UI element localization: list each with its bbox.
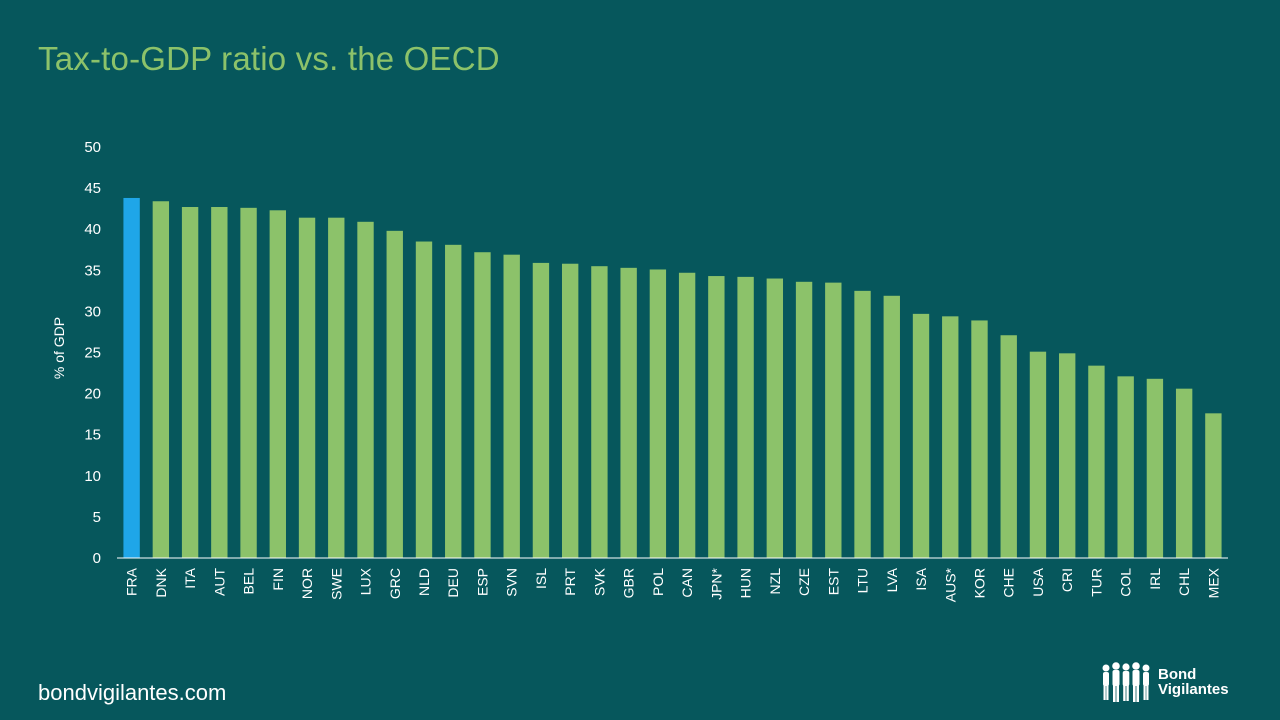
bar-cze (795, 281, 813, 558)
logo-text: Bond Vigilantes (1158, 667, 1229, 697)
y-axis-ticks: 0 5 10 15 20 25 30 35 40 45 50 (84, 139, 101, 567)
x-tick-label: LTU (855, 568, 871, 593)
y-tick-label: 50 (84, 139, 101, 156)
x-tick-label: IRL (1147, 568, 1163, 590)
bar-svk (591, 266, 608, 558)
x-tick-label: ISL (533, 568, 549, 589)
bar-can (678, 272, 696, 558)
y-axis-label: % of GDP (51, 317, 67, 379)
y-tick-label: 20 (84, 386, 101, 403)
bar-lva (883, 295, 900, 558)
x-tick-label: SVN (504, 568, 520, 597)
y-tick-label: 35 (84, 262, 101, 279)
x-tick-label: EST (825, 568, 841, 596)
x-tick-label: SWE (328, 568, 344, 600)
bar-che (1000, 335, 1017, 558)
x-tick-label: POL (650, 568, 666, 596)
x-tick-label: USA (1030, 567, 1046, 596)
y-tick-label: 45 (84, 180, 101, 197)
bar-aus (942, 316, 959, 558)
bar-isa (912, 313, 930, 558)
x-tick-label: DEU (445, 568, 461, 598)
x-tick-label: NLD (416, 568, 432, 596)
x-tick-label: LUX (358, 567, 374, 595)
x-tick-label: CZE (796, 568, 812, 596)
bar-ita (181, 207, 199, 559)
bar-esp (474, 252, 491, 558)
bar-cri (1059, 353, 1076, 558)
bar-mex (1205, 413, 1222, 558)
site-url: bondvigilantes.com (38, 680, 227, 705)
x-tick-label: AUT (211, 568, 227, 596)
bar-nzl (766, 278, 784, 558)
bars (123, 197, 1222, 559)
bar-kor (971, 320, 988, 558)
bar-nor (298, 217, 316, 558)
x-tick-label: NOR (299, 568, 315, 599)
x-tick-label: BEL (241, 568, 257, 595)
x-tick-label: KOR (971, 568, 987, 598)
x-tick-label: SVK (591, 567, 607, 596)
bar-deu (445, 244, 462, 558)
x-tick-label: ITA (182, 567, 198, 588)
x-tick-label: CHE (1001, 568, 1017, 598)
y-tick-label: 10 (84, 468, 101, 485)
bar-tur (1088, 365, 1105, 558)
x-tick-label: GRC (387, 568, 403, 599)
x-tick-label: HUN (738, 568, 754, 598)
bar-bel (240, 207, 257, 558)
bar-hun (737, 276, 754, 558)
logo-line1: Bond (1158, 666, 1197, 683)
bar-nld (415, 241, 433, 558)
y-tick-label: 25 (84, 345, 101, 362)
bar-lux (357, 221, 374, 558)
bar-est (825, 282, 842, 558)
y-tick-label: 0 (93, 550, 101, 567)
bar-pol (649, 269, 667, 558)
y-tick-label: 5 (93, 509, 101, 526)
bar-col (1117, 376, 1134, 558)
y-tick-label: 40 (84, 221, 101, 238)
bond-vigilantes-logo: Bond Vigilantes (1100, 660, 1229, 704)
x-tick-label: CHL (1176, 568, 1192, 596)
x-tick-label: AUS* (942, 567, 958, 602)
x-tick-label: CRI (1059, 568, 1075, 592)
bar-isl (532, 262, 550, 558)
bar-dnk (152, 201, 170, 558)
bar-fin (269, 210, 286, 558)
x-tick-label: TUR (1088, 568, 1104, 597)
x-axis-ticks: FRA DNK ITA AUT BEL FIN NOR SWE LUX GRC NLD DEU ESP S… (124, 567, 1222, 602)
bar-chart: % of GDP 0 5 10 15 20 25 30 35 40 45 50 FRA DNK ITA A… (51, 139, 1228, 602)
x-tick-label: ESP (474, 568, 490, 596)
x-tick-label: ISA (913, 567, 929, 590)
bar-gbr (620, 267, 637, 558)
bar-swe (328, 217, 345, 558)
bar-usa (1029, 351, 1047, 558)
x-tick-label: CAN (679, 568, 695, 598)
x-tick-label: FRA (124, 567, 140, 596)
bar-prt (561, 263, 579, 558)
bar-grc (386, 230, 403, 558)
x-tick-label: FIN (270, 568, 286, 591)
x-tick-label: MEX (1205, 567, 1221, 598)
bar-irl (1146, 378, 1164, 558)
x-tick-label: PRT (562, 568, 578, 596)
bar-ltu (854, 290, 871, 558)
y-tick-label: 15 (84, 427, 101, 444)
bar-jpn (708, 276, 725, 558)
bar-chl (1175, 388, 1193, 558)
bar-svn (503, 254, 520, 558)
x-tick-label: LVA (884, 567, 900, 592)
bar-fra (123, 197, 140, 559)
x-tick-label: COL (1118, 568, 1134, 597)
logo-line2: Vigilantes (1158, 681, 1229, 698)
chart-title: Tax-to-GDP ratio vs. the OECD (38, 40, 500, 77)
x-tick-label: DNK (153, 567, 169, 597)
bar-aut (211, 207, 228, 559)
x-tick-label: JPN* (708, 567, 724, 599)
y-tick-label: 30 (84, 303, 101, 320)
people-silhouette-icon (1102, 662, 1150, 702)
x-tick-label: NZL (767, 568, 783, 595)
x-tick-label: GBR (621, 568, 637, 598)
